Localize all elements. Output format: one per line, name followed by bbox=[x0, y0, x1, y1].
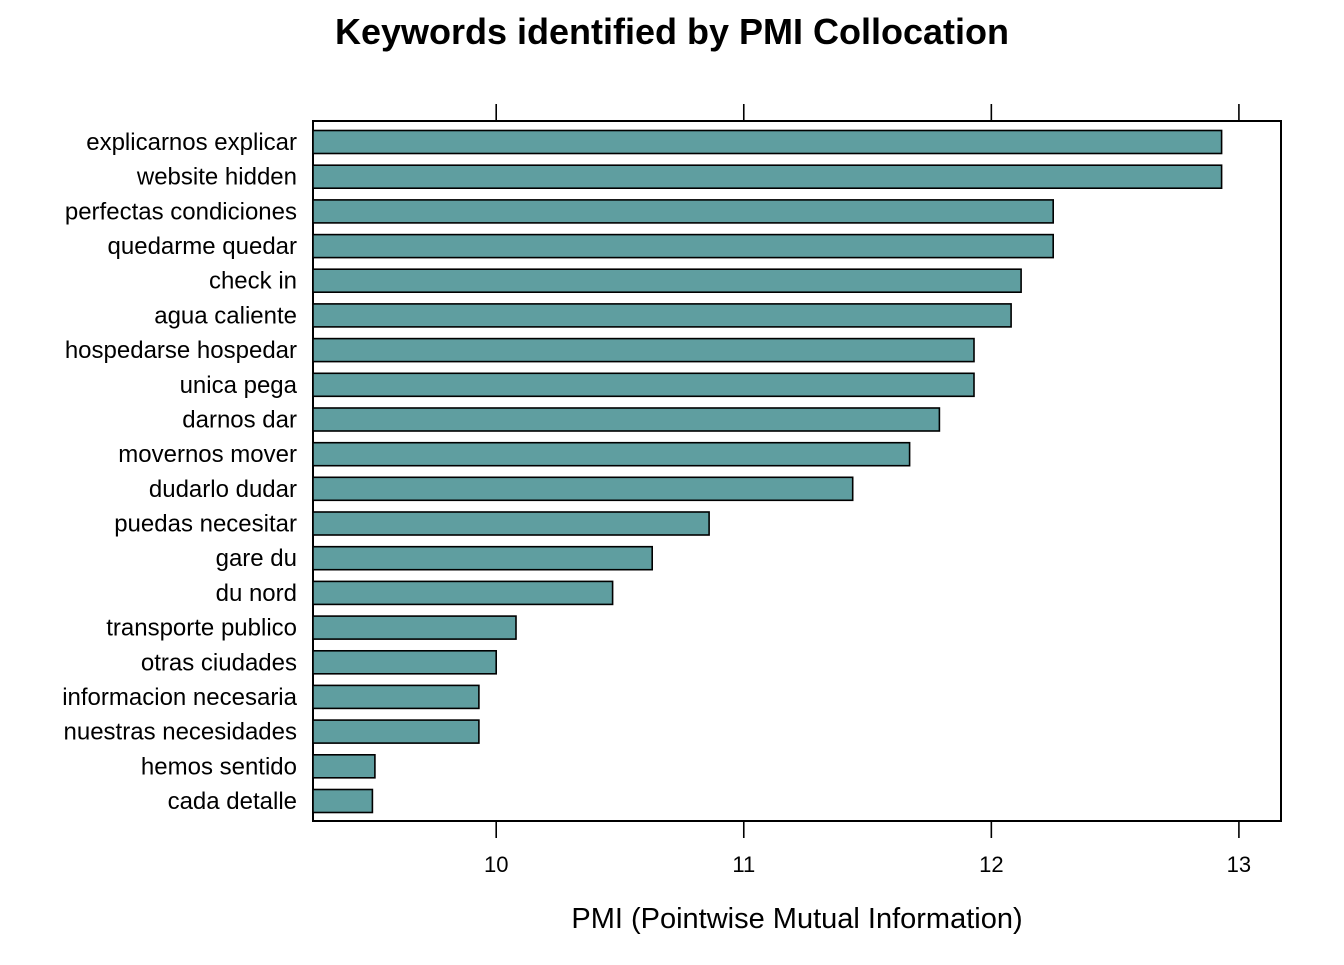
bar bbox=[312, 164, 1223, 189]
category-label: du nord bbox=[216, 580, 297, 607]
x-axis-label: PMI (Pointwise Mutual Information) bbox=[571, 903, 1022, 935]
bar bbox=[312, 719, 480, 744]
category-label: hospedarse hospedar bbox=[65, 337, 297, 364]
bar bbox=[312, 684, 480, 710]
category-label: quedarme quedar bbox=[108, 233, 297, 260]
bar bbox=[312, 511, 710, 536]
bar bbox=[312, 788, 374, 814]
category-label: movernos mover bbox=[118, 441, 297, 468]
category-label: cada detalle bbox=[168, 788, 297, 815]
category-label: website hidden bbox=[136, 164, 297, 191]
bar bbox=[312, 476, 854, 502]
x-tick-label: 11 bbox=[732, 852, 755, 877]
category-label: check in bbox=[209, 268, 297, 295]
category-labels: explicarnos explicar website hidden perfec… bbox=[62, 129, 297, 815]
bar bbox=[312, 233, 1055, 259]
category-label: gare du bbox=[216, 545, 297, 572]
plot-frame bbox=[312, 120, 1282, 822]
bar bbox=[312, 337, 975, 363]
category-label: explicarnos explicar bbox=[86, 129, 297, 156]
bar bbox=[312, 129, 1223, 155]
category-label: perfectas condiciones bbox=[65, 198, 297, 225]
bar bbox=[312, 545, 654, 571]
bar bbox=[312, 615, 517, 640]
category-label: puedas necesitar bbox=[114, 511, 297, 538]
bar bbox=[312, 649, 497, 675]
category-label: darnos dar bbox=[182, 407, 297, 434]
x-tick-label: 12 bbox=[979, 852, 1003, 877]
bar bbox=[312, 407, 941, 432]
bar bbox=[312, 580, 614, 606]
category-label: agua caliente bbox=[154, 302, 297, 329]
x-tick-label: 10 bbox=[484, 852, 508, 877]
bar bbox=[312, 372, 975, 398]
bar bbox=[312, 441, 911, 467]
bar bbox=[312, 268, 1022, 294]
bar bbox=[312, 753, 376, 779]
category-label: hemos sentido bbox=[141, 753, 297, 780]
category-label: unica pega bbox=[180, 372, 298, 399]
category-label: informacion necesaria bbox=[62, 684, 297, 711]
bar bbox=[312, 199, 1055, 224]
category-label: nuestras necesidades bbox=[64, 719, 297, 746]
category-label: dudarlo dudar bbox=[149, 476, 297, 503]
bars bbox=[312, 129, 1223, 814]
category-label: otras ciudades bbox=[141, 649, 297, 676]
bar bbox=[312, 303, 1012, 328]
x-tick-label: 13 bbox=[1227, 852, 1251, 877]
x-axis: 10 11 12 13 bbox=[484, 104, 1251, 877]
chart-title: Keywords identified by PMI Collocation bbox=[335, 11, 1009, 52]
category-label: transporte publico bbox=[106, 615, 297, 642]
